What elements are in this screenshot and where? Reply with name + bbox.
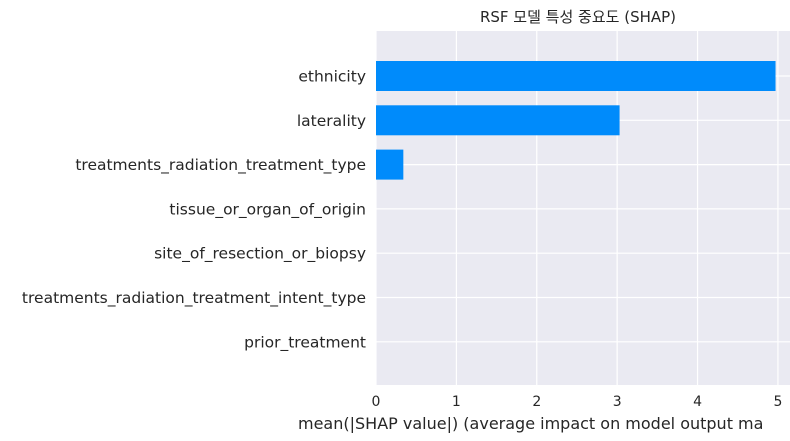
category-label: prior_treatment [244, 333, 366, 352]
category-label: treatments_radiation_treatment_intent_ty… [22, 289, 366, 308]
x-tick-label: 1 [452, 394, 461, 410]
bar-treatments-radiation-treatment-type [376, 149, 404, 180]
chart-title: RSF 모델 특성 중요도 (SHAP) [480, 8, 676, 26]
category-label: laterality [297, 112, 366, 130]
x-tick-label: 2 [532, 394, 541, 410]
bar-laterality [376, 105, 620, 136]
bar-ethnicity [376, 61, 776, 91]
category-label: site_of_resection_or_biopsy [154, 245, 366, 264]
category-labels: ethnicity laterality treatments_radiation_… [22, 68, 366, 353]
category-label: treatments_radiation_treatment_type [75, 156, 366, 175]
x-tick-label: 3 [613, 394, 622, 410]
x-axis-label: mean(|SHAP value|) (average impact on mo… [298, 414, 763, 433]
x-tick-label: 0 [372, 394, 381, 410]
bars [376, 61, 776, 180]
category-label: ethnicity [298, 68, 366, 86]
x-tick-label: 5 [773, 394, 782, 410]
category-label: tissue_or_organ_of_origin [169, 200, 366, 219]
x-tick-label: 4 [693, 394, 702, 410]
x-tick-labels: 0 1 2 3 4 5 [372, 394, 783, 410]
